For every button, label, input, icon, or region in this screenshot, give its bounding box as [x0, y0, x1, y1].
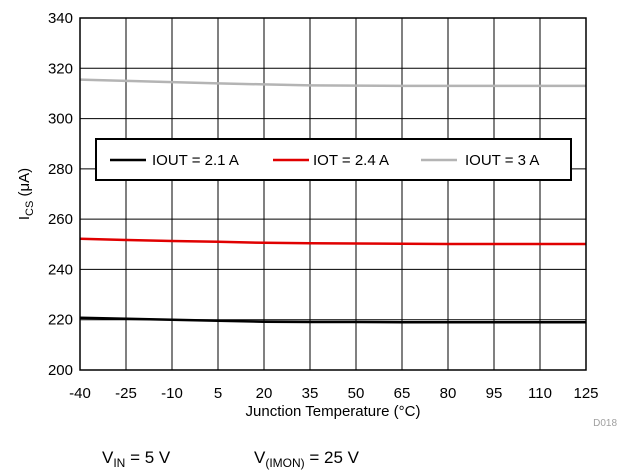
y-axis-title-unit: (μA): [16, 168, 33, 201]
x-tick-labels: -40 -25 -10 5 20 35 50 65 80 95 110 125: [69, 385, 598, 402]
series-line-1: [79, 316, 586, 324]
vin-subscript: IN: [113, 456, 126, 470]
x-axis-title: Junction Temperature (°C): [246, 403, 421, 420]
y-axis-title: ICS (μA): [16, 168, 36, 220]
grid-lines: [80, 18, 586, 370]
vin-condition: VIN = 5 V: [102, 448, 170, 470]
y-tick-label: 280: [48, 161, 73, 178]
series-line-2: [79, 237, 586, 246]
y-axis-title-sub: CS: [24, 201, 36, 216]
legend-label-2: IOT = 2.4 A: [313, 152, 389, 169]
y-axis-title-main: I: [16, 216, 33, 220]
y-tick-label: 340: [48, 10, 73, 27]
vin-value: = 5 V: [125, 448, 171, 467]
plot-frame: [79, 17, 587, 371]
legend-label-1: IOUT = 2.1 A: [152, 152, 239, 169]
y-tick-label: 220: [48, 312, 73, 329]
vin-symbol: V: [102, 448, 114, 467]
vimon-symbol: V: [254, 448, 266, 467]
x-tick-label: 80: [440, 385, 457, 402]
y-tick-labels: 200 220 240 260 280 300 320 340: [48, 10, 73, 379]
x-tick-label: 50: [348, 385, 365, 402]
legend-box: [95, 138, 572, 181]
y-tick-label: 240: [48, 261, 73, 278]
series-line-3: [79, 78, 586, 88]
x-tick-label: -10: [161, 385, 183, 402]
figure-code: D018: [593, 418, 617, 429]
x-tick-label: 65: [394, 385, 411, 402]
legend-label-3: IOUT = 3 A: [465, 152, 539, 169]
x-tick-label: -25: [115, 385, 137, 402]
x-tick-label: 110: [528, 385, 552, 402]
series-layer: [79, 78, 586, 324]
x-tick-label: 20: [256, 385, 273, 402]
y-tick-label: 300: [48, 111, 73, 128]
vimon-condition: V(IMON) = 25 V: [254, 448, 359, 470]
vimon-value: = 25 V: [304, 448, 360, 467]
x-tick-label: 5: [214, 385, 222, 402]
x-tick-label: 95: [486, 385, 503, 402]
y-tick-label: 260: [48, 211, 73, 228]
x-tick-label: -40: [69, 385, 91, 402]
legend: IOUT = 2.1 A IOT = 2.4 A IOUT = 3 A: [95, 138, 572, 181]
x-tick-label: 125: [573, 385, 598, 402]
y-tick-label: 320: [48, 60, 73, 77]
vimon-subscript: (IMON): [265, 456, 305, 470]
y-tick-label: 200: [48, 362, 73, 379]
x-tick-label: 35: [302, 385, 319, 402]
